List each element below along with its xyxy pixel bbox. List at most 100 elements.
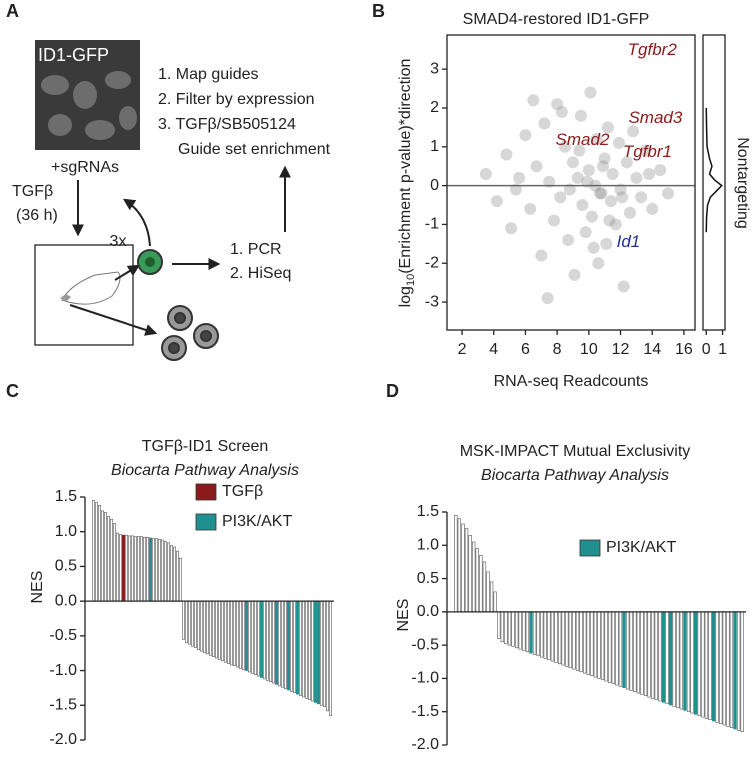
y-tick-label: -1 [425,216,439,233]
density-frame [702,34,726,331]
chart-title: SMAD4-restored ID1-GFP [463,11,650,28]
bar [284,600,287,689]
point [595,187,608,200]
bar [182,600,185,640]
bar [575,611,580,671]
bar [221,600,224,662]
bar [203,600,206,653]
bar [600,611,605,681]
x-tick-label: 14 [643,341,661,358]
bar [155,538,158,602]
bar [661,611,666,703]
arrow [69,304,158,336]
y-tick-label: -0.5 [49,627,77,644]
bar [722,611,726,726]
bar [625,611,630,690]
point [574,109,587,122]
bar [665,611,669,705]
point [620,156,633,169]
legend-label: PI3K/AKT [606,539,676,556]
bar [287,600,290,691]
point [593,187,606,200]
bar [472,541,476,613]
bar [140,536,143,602]
point [559,140,572,153]
bar [329,600,332,717]
bar [461,523,465,613]
bar [194,600,197,648]
bar [643,611,648,697]
bar [173,546,176,602]
bar [697,611,701,717]
x-tick-label: 2 [458,341,467,358]
bar [493,591,497,613]
point [617,280,630,293]
bar [532,611,537,655]
point [592,257,605,270]
step-label: 3x [110,233,127,250]
bar [457,518,462,613]
y-tick-label: 0.5 [55,558,77,575]
point [562,233,575,246]
y-tick-label: -2.0 [49,731,77,748]
bar [711,611,716,722]
arrow [122,198,151,247]
bar [275,600,278,685]
bar [113,523,116,602]
point [612,136,625,149]
gene-label: Smad2 [556,130,610,149]
bar [504,611,508,645]
bar [107,516,110,602]
bar [311,600,314,702]
x-tick-label: 1 [718,341,727,358]
bar [209,600,212,656]
y-tick-label: -3 [425,293,439,310]
bar [683,611,687,711]
bar [158,539,161,602]
bar [604,611,608,682]
bar [568,611,573,669]
bar [708,611,712,721]
bar [522,611,526,651]
bar [98,505,101,602]
y-axis-label-part: (Enrichment p-value)*direction [397,59,414,274]
bar [511,611,515,647]
bar [694,611,698,715]
step-label: 1. Map guides [158,66,259,83]
bar [658,611,662,702]
point [543,175,556,188]
point [527,94,540,107]
point [538,117,551,130]
bar [529,611,533,654]
panel-label: D [386,381,399,401]
point [639,144,652,157]
bar [122,534,125,602]
gene-label: Id1 [617,232,641,251]
point [643,167,656,180]
bar [137,536,140,602]
bar [227,600,230,664]
chart-subtitle: Biocarta Pathway Analysis [481,467,669,484]
bar [119,534,122,602]
bar [611,611,615,685]
point [500,148,513,161]
point [530,160,543,173]
bar [317,600,320,705]
bar [701,611,705,718]
bar [212,600,215,657]
bar [579,611,583,673]
bar [179,557,182,602]
y-tick-label: 1.5 [417,503,439,520]
bar [454,515,458,613]
bar [554,611,558,663]
x-tick-label: 6 [521,341,530,358]
y-axis-label: NES [395,599,412,632]
bar [475,548,479,613]
bar [561,611,565,666]
point [547,214,560,227]
step-label: (36 h) [16,207,58,224]
bar [110,518,113,602]
flow-plot [34,244,134,346]
point [551,98,564,111]
bar [128,535,131,602]
